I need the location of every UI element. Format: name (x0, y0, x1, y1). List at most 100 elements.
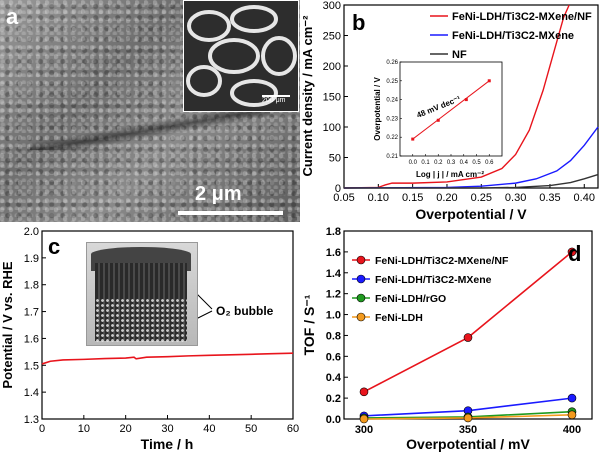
x-tick-label: 0 (39, 423, 45, 435)
x-axis-label: Overpotential / mV (406, 436, 530, 452)
y-tick-label: 0.6 (326, 351, 341, 363)
y-tick-label: 1.4 (24, 387, 39, 399)
inset-y-tick-label: 0.25 (386, 79, 398, 85)
series-line (343, 4, 570, 189)
x-tick-label: 40 (203, 423, 215, 435)
series-point (359, 387, 369, 397)
inset-x-tick-label: 0.4 (460, 160, 469, 166)
x-axis-label: Time / h (141, 436, 194, 452)
scale-bar (178, 211, 283, 215)
panel-c-label: c (48, 234, 60, 259)
series-line (344, 173, 599, 189)
inset-y-tick-label: 0.26 (386, 60, 398, 66)
series-group (41, 352, 294, 365)
y-tick-label: 0.0 (326, 414, 341, 426)
x-tick-label: 30 (161, 423, 173, 435)
inset-x-tick-label: 0.0 (409, 160, 418, 166)
inset-point (464, 98, 468, 102)
y-axis-label: Current density / mA cm⁻² (300, 15, 315, 177)
legend-label: FeNi-LDH/Ti3C2-MXene (375, 274, 492, 286)
legend-label: NF (452, 49, 467, 61)
photo-bubbles (95, 298, 187, 343)
electrode-photo-inset (86, 242, 198, 346)
series-point (567, 410, 577, 420)
y-tick-label: 250 (323, 31, 341, 43)
y-tick-label: 1.2 (326, 289, 341, 301)
y-tick-label: 1.9 (24, 253, 39, 265)
inset-y-tick-label: 0.23 (386, 116, 398, 122)
series-line (343, 126, 599, 189)
legend-label: FeNi-LDH (375, 312, 423, 324)
legend-marker (356, 274, 366, 284)
axis-ticks: 0 10 20 30 40 50 60 1.3 1.4 1.5 1.6 1.7 1.8 1.9 2.0 (24, 227, 299, 435)
inset-fit-line (412, 80, 490, 140)
axis-ticks: 0.05 0.10 0.15 0.20 0.25 0.30 0.35 0.40 0 50 100 15… (323, 0, 595, 204)
legend: FeNi-LDH/Ti3C2-MXene/NF FeNi-LDH/Ti3C2-MX… (430, 11, 592, 61)
bubble-pointer-2 (195, 310, 213, 320)
x-tick-label: 0.25 (471, 192, 492, 204)
legend-marker (356, 293, 366, 303)
y-tick-label: 1.0 (326, 310, 341, 322)
tafel-inset: 48 mV dec⁻¹ Log | j | / mA cm⁻² Overpote… (373, 60, 503, 179)
bubble-pointer-1 (195, 292, 213, 310)
y-tick-label: 2.0 (24, 227, 39, 238)
series-group (359, 247, 577, 424)
x-tick-label: 0.40 (574, 192, 595, 204)
inset-x-tick-label: 0.5 (472, 160, 481, 166)
series-point (567, 247, 577, 257)
inset-frame (399, 61, 503, 157)
inset-y-tick-label: 0.21 (386, 154, 398, 160)
y-tick-label: 150 (323, 92, 341, 104)
series-point (567, 393, 577, 403)
panel-b-label: b (352, 10, 365, 35)
series-point (463, 333, 473, 342)
sem-crack (30, 110, 270, 150)
x-tick-label: 300 (355, 424, 373, 436)
inset-point (436, 118, 440, 122)
series-point (359, 414, 369, 424)
x-tick-label: 0.10 (368, 192, 389, 204)
legend-marker (356, 255, 366, 265)
panel-c-chart: 0 10 20 30 40 50 601.31.41.51.61.71.81.92.0 c … (0, 227, 299, 452)
y-tick-label: 1.7 (24, 307, 39, 319)
inset-x-tick-label: 0.1 (421, 160, 430, 166)
inset-x-label: Log | j | / mA cm⁻² (416, 170, 484, 179)
panel-b-chart: 0.05 0.10 0.15 0.20 0.25 0.30 0.35 0.40 0 50 100 15… (300, 0, 599, 222)
y-tick-label: 50 (329, 153, 341, 165)
inset-scale-bar (262, 95, 290, 97)
legend-label: FeNi-LDH/rGO (375, 293, 446, 305)
y-tick-label: 1.6 (326, 247, 341, 259)
x-tick-label: 0.35 (539, 192, 560, 204)
panel-d-chart: 300 350 4000.00.20.40.60.81.01.21.41.61.8 … (301, 227, 593, 452)
inset-point (411, 137, 415, 141)
y-tick-label: 0.4 (326, 372, 342, 384)
panel-a-label: a (6, 4, 19, 29)
bubble-annotation: O₂ bubble (216, 304, 274, 318)
x-tick-label: 0.30 (505, 192, 526, 204)
series-group (343, 4, 599, 189)
y-tick-label: 200 (323, 61, 341, 73)
y-tick-label: 0 (335, 183, 341, 195)
y-tick-label: 1.4 (326, 268, 342, 280)
y-tick-label: 0.8 (326, 330, 341, 342)
y-tick-label: 1.5 (24, 360, 39, 372)
inset-scale-text: 200 μm (262, 97, 286, 104)
panel-d-label: d (568, 241, 581, 266)
legend-label: FeNi-LDH/Ti3C2-MXene/NF (375, 255, 509, 267)
inset-x-tick-label: 0.3 (447, 160, 456, 166)
x-tick-label: 60 (287, 423, 299, 435)
x-tick-label: 50 (245, 423, 257, 435)
panel-a-sem-image: a 200 μm 2 μm (0, 0, 300, 222)
inset-y-tick-label: 0.22 (386, 135, 398, 141)
x-tick-label: 0.05 (333, 192, 354, 204)
y-tick-label: 1.3 (24, 414, 39, 426)
scale-bar-text: 2 μm (195, 183, 242, 205)
x-tick-label: 0.15 (402, 192, 423, 204)
legend: FeNi-LDH/Ti3C2-MXene/NF FeNi-LDH/Ti3C2-MX… (352, 255, 509, 324)
y-tick-label: 300 (323, 0, 341, 12)
inset-x-tick-label: 0.2 (434, 160, 443, 166)
legend-label: FeNi-LDH/Ti3C2-MXene (452, 30, 574, 42)
legend-label: FeNi-LDH/Ti3C2-MXene/NF (452, 11, 592, 23)
sem-inset-foam (183, 0, 299, 112)
x-tick-label: 350 (459, 424, 477, 436)
